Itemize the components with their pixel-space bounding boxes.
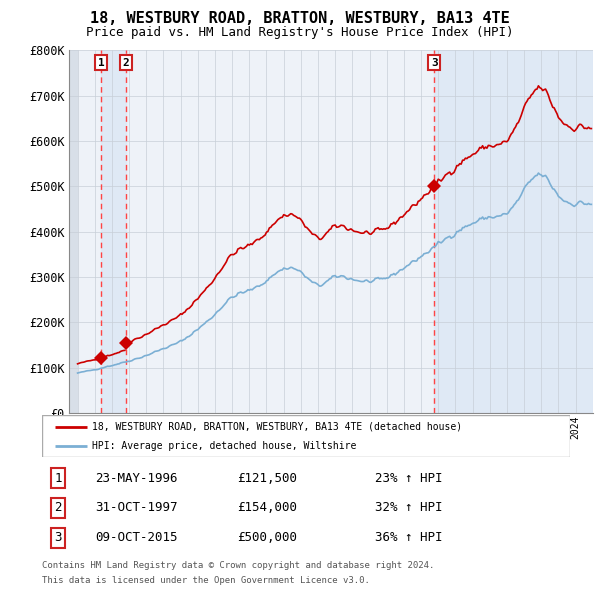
Bar <box>101 50 126 413</box>
Text: 2: 2 <box>54 502 62 514</box>
Text: 23-MAY-1996: 23-MAY-1996 <box>95 472 178 485</box>
Text: This data is licensed under the Open Government Licence v3.0.: This data is licensed under the Open Gov… <box>42 576 370 585</box>
Bar <box>434 50 593 413</box>
Text: 1: 1 <box>54 472 62 485</box>
Text: 09-OCT-2015: 09-OCT-2015 <box>95 532 178 545</box>
Text: 23% ↑ HPI: 23% ↑ HPI <box>374 472 442 485</box>
Text: 18, WESTBURY ROAD, BRATTON, WESTBURY, BA13 4TE: 18, WESTBURY ROAD, BRATTON, WESTBURY, BA… <box>90 11 510 25</box>
Text: 1: 1 <box>98 58 104 68</box>
Bar <box>69 50 77 413</box>
Text: 36% ↑ HPI: 36% ↑ HPI <box>374 532 442 545</box>
Text: £121,500: £121,500 <box>238 472 298 485</box>
Text: 31-OCT-1997: 31-OCT-1997 <box>95 502 178 514</box>
Text: £500,000: £500,000 <box>238 532 298 545</box>
Text: HPI: Average price, detached house, Wiltshire: HPI: Average price, detached house, Wilt… <box>92 441 356 451</box>
Text: Contains HM Land Registry data © Crown copyright and database right 2024.: Contains HM Land Registry data © Crown c… <box>42 560 434 569</box>
Text: 2: 2 <box>123 58 130 68</box>
FancyBboxPatch shape <box>42 415 570 457</box>
Text: 3: 3 <box>431 58 437 68</box>
Text: 32% ↑ HPI: 32% ↑ HPI <box>374 502 442 514</box>
Text: 18, WESTBURY ROAD, BRATTON, WESTBURY, BA13 4TE (detached house): 18, WESTBURY ROAD, BRATTON, WESTBURY, BA… <box>92 422 462 432</box>
Text: £154,000: £154,000 <box>238 502 298 514</box>
Text: 3: 3 <box>54 532 62 545</box>
Text: Price paid vs. HM Land Registry's House Price Index (HPI): Price paid vs. HM Land Registry's House … <box>86 26 514 39</box>
